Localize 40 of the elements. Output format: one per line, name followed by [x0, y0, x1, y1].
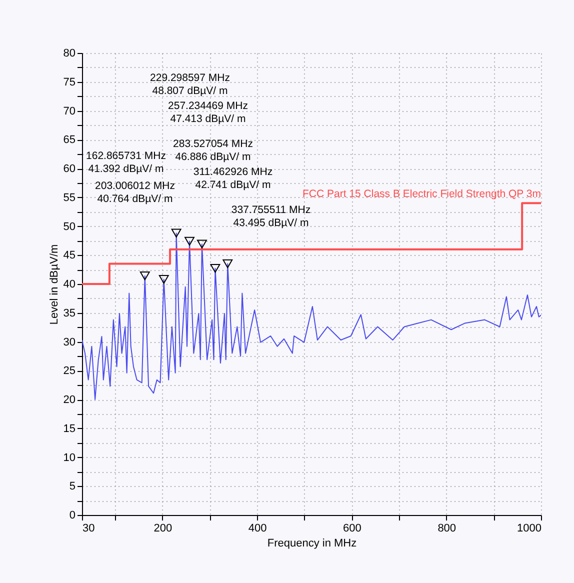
annotation: 257.234469 MHz 47.413 dBµV/ m	[168, 100, 248, 125]
annotation: 337.755511 MHz 43.495 dBµV/ m	[231, 204, 311, 229]
y-tick-label: 40	[63, 278, 76, 290]
annotation: 311.462926 MHz 42.741 dBµV/ m	[193, 166, 273, 191]
point	[140, 272, 150, 280]
y-tick-label: 65	[63, 134, 76, 146]
point	[222, 259, 233, 268]
point	[210, 264, 220, 273]
x-tick-label: 800	[438, 522, 456, 534]
x-tick-label: 200	[154, 522, 172, 534]
y-tick-label: 20	[63, 394, 76, 406]
point	[158, 275, 169, 284]
y-tick-label: 30	[63, 336, 76, 348]
x-tick-label: 1000	[517, 522, 542, 534]
series-label: FCC Part 15 Class B Electric Field Strength QP 3m	[302, 188, 542, 200]
y-tick-label: 60	[63, 163, 76, 175]
x-axis-title: Frequency in MHz	[267, 538, 357, 550]
y-tick-label: 25	[63, 365, 76, 378]
x-tick-label: 600	[343, 522, 362, 534]
y-axis-title: Level in dBµV/m	[48, 244, 60, 325]
y-tick-label: 0	[69, 510, 76, 522]
y-tick-label: 10	[63, 452, 76, 464]
annotation: 203.006012 MHz 40.764 dBµV/ m	[95, 180, 175, 205]
annotation: 162.865731 MHz 41.392 dBµV/ m	[86, 150, 166, 175]
y-tick-label: 55	[63, 192, 76, 204]
point	[171, 228, 182, 238]
y-tick-label: 75	[63, 76, 76, 88]
y-tick-label: 70	[63, 105, 76, 118]
x-tick-label: 30	[82, 522, 95, 534]
point	[196, 240, 207, 249]
y-tick-label: 15	[63, 422, 76, 435]
point	[184, 236, 194, 246]
annotation: 283.527054 MHz 46.886 dBµV/ m	[173, 138, 253, 163]
x-tick-label: 400	[248, 522, 267, 534]
annotation: 229.298597 MHz 48.807 dBµV/ m	[150, 72, 230, 97]
y-tick-label: 80	[63, 48, 76, 60]
y-tick-label: 50	[63, 220, 76, 233]
y-tick-label: 5	[69, 480, 76, 493]
y-tick-label: 35	[63, 307, 76, 320]
y-tick-label: 45	[63, 250, 76, 262]
